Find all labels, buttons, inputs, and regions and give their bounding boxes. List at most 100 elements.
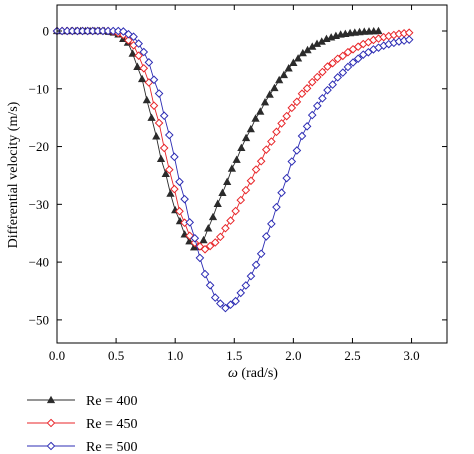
data-point	[348, 58, 358, 67]
data-point	[404, 28, 414, 38]
legend-item: Re = 450	[27, 417, 137, 432]
data-point	[164, 165, 174, 175]
data-point	[128, 49, 137, 57]
data-point	[260, 98, 270, 106]
data-point	[154, 118, 164, 128]
data-point	[333, 73, 343, 82]
data-point	[137, 74, 147, 83]
data-point	[195, 242, 205, 251]
data-point	[213, 199, 222, 207]
data-point	[287, 103, 297, 113]
data-point	[113, 26, 123, 36]
legend-item: Re = 400	[27, 394, 137, 409]
legend: Re = 400 Re = 450 Re = 500	[27, 394, 137, 454]
data-point	[333, 54, 343, 64]
data-point	[246, 176, 256, 186]
data-point	[246, 124, 255, 133]
y-axis-label: Differential velocity (m/s)	[6, 101, 21, 248]
data-point	[277, 119, 286, 128]
data-point	[323, 62, 332, 71]
data-point	[251, 114, 260, 122]
data-point	[210, 238, 220, 247]
data-point	[190, 233, 200, 243]
series-line	[57, 30, 410, 250]
legend-label: Re = 450	[86, 417, 137, 432]
data-point	[297, 89, 307, 99]
data-point	[139, 47, 149, 57]
data-point	[134, 39, 143, 48]
data-point	[159, 143, 169, 153]
data-point	[133, 62, 142, 70]
data-point	[267, 219, 276, 229]
data-point	[256, 249, 266, 259]
data-point	[199, 235, 208, 244]
data-point	[307, 110, 317, 120]
y-tick-label: −40	[29, 255, 49, 270]
data-point	[152, 132, 161, 140]
data-point	[270, 83, 279, 92]
data-point	[175, 206, 184, 216]
data-point	[338, 51, 348, 61]
data-point	[156, 154, 166, 163]
data-point	[144, 58, 154, 67]
series-3	[52, 26, 414, 313]
data-point	[134, 51, 143, 60]
data-point	[284, 64, 293, 72]
data-point	[218, 188, 227, 196]
data-point	[297, 131, 307, 141]
data-point	[200, 244, 210, 254]
data-point	[154, 89, 164, 98]
data-point	[195, 253, 205, 263]
data-point	[166, 189, 175, 197]
data-point	[374, 26, 383, 35]
data-point	[170, 152, 179, 162]
data-point	[161, 169, 170, 177]
data-point	[241, 281, 251, 290]
data-point	[221, 223, 230, 233]
data-point	[313, 101, 322, 111]
data-point	[338, 68, 348, 77]
data-point	[216, 299, 225, 308]
data-point	[292, 146, 302, 155]
data-point	[223, 177, 232, 185]
data-point	[364, 47, 373, 57]
data-point	[237, 143, 246, 151]
data-point	[282, 111, 291, 121]
data-point	[185, 218, 195, 227]
y-tick-label: 0	[43, 24, 50, 39]
data-point	[272, 127, 281, 137]
data-point	[292, 97, 302, 107]
data-point	[208, 212, 218, 221]
data-point	[256, 156, 266, 166]
data-point	[129, 32, 138, 42]
data-point	[216, 232, 225, 242]
data-point	[293, 54, 303, 62]
x-tick-label: 2.0	[285, 348, 301, 363]
data-point	[328, 58, 337, 68]
data-point	[277, 188, 286, 198]
y-tick-label: −20	[29, 139, 49, 154]
data-point	[279, 70, 289, 79]
data-point	[221, 303, 230, 313]
data-point	[261, 232, 271, 241]
data-point	[302, 122, 312, 131]
data-point	[170, 184, 179, 194]
data-point	[124, 36, 133, 45]
data-point	[226, 216, 235, 225]
data-point	[204, 224, 213, 232]
data-point	[289, 58, 298, 66]
data-point	[149, 101, 159, 110]
data-point	[261, 145, 271, 154]
data-point	[236, 195, 246, 205]
data-point	[205, 281, 215, 290]
data-point	[307, 77, 317, 87]
data-point	[200, 269, 210, 279]
data-point	[210, 293, 220, 302]
data-point	[227, 164, 237, 172]
data-point	[231, 296, 240, 306]
data-point	[175, 177, 184, 187]
data-point	[251, 165, 261, 174]
data-point	[159, 111, 169, 121]
legend-label: Re = 500	[86, 440, 137, 454]
y-tick-label: −30	[29, 197, 49, 212]
